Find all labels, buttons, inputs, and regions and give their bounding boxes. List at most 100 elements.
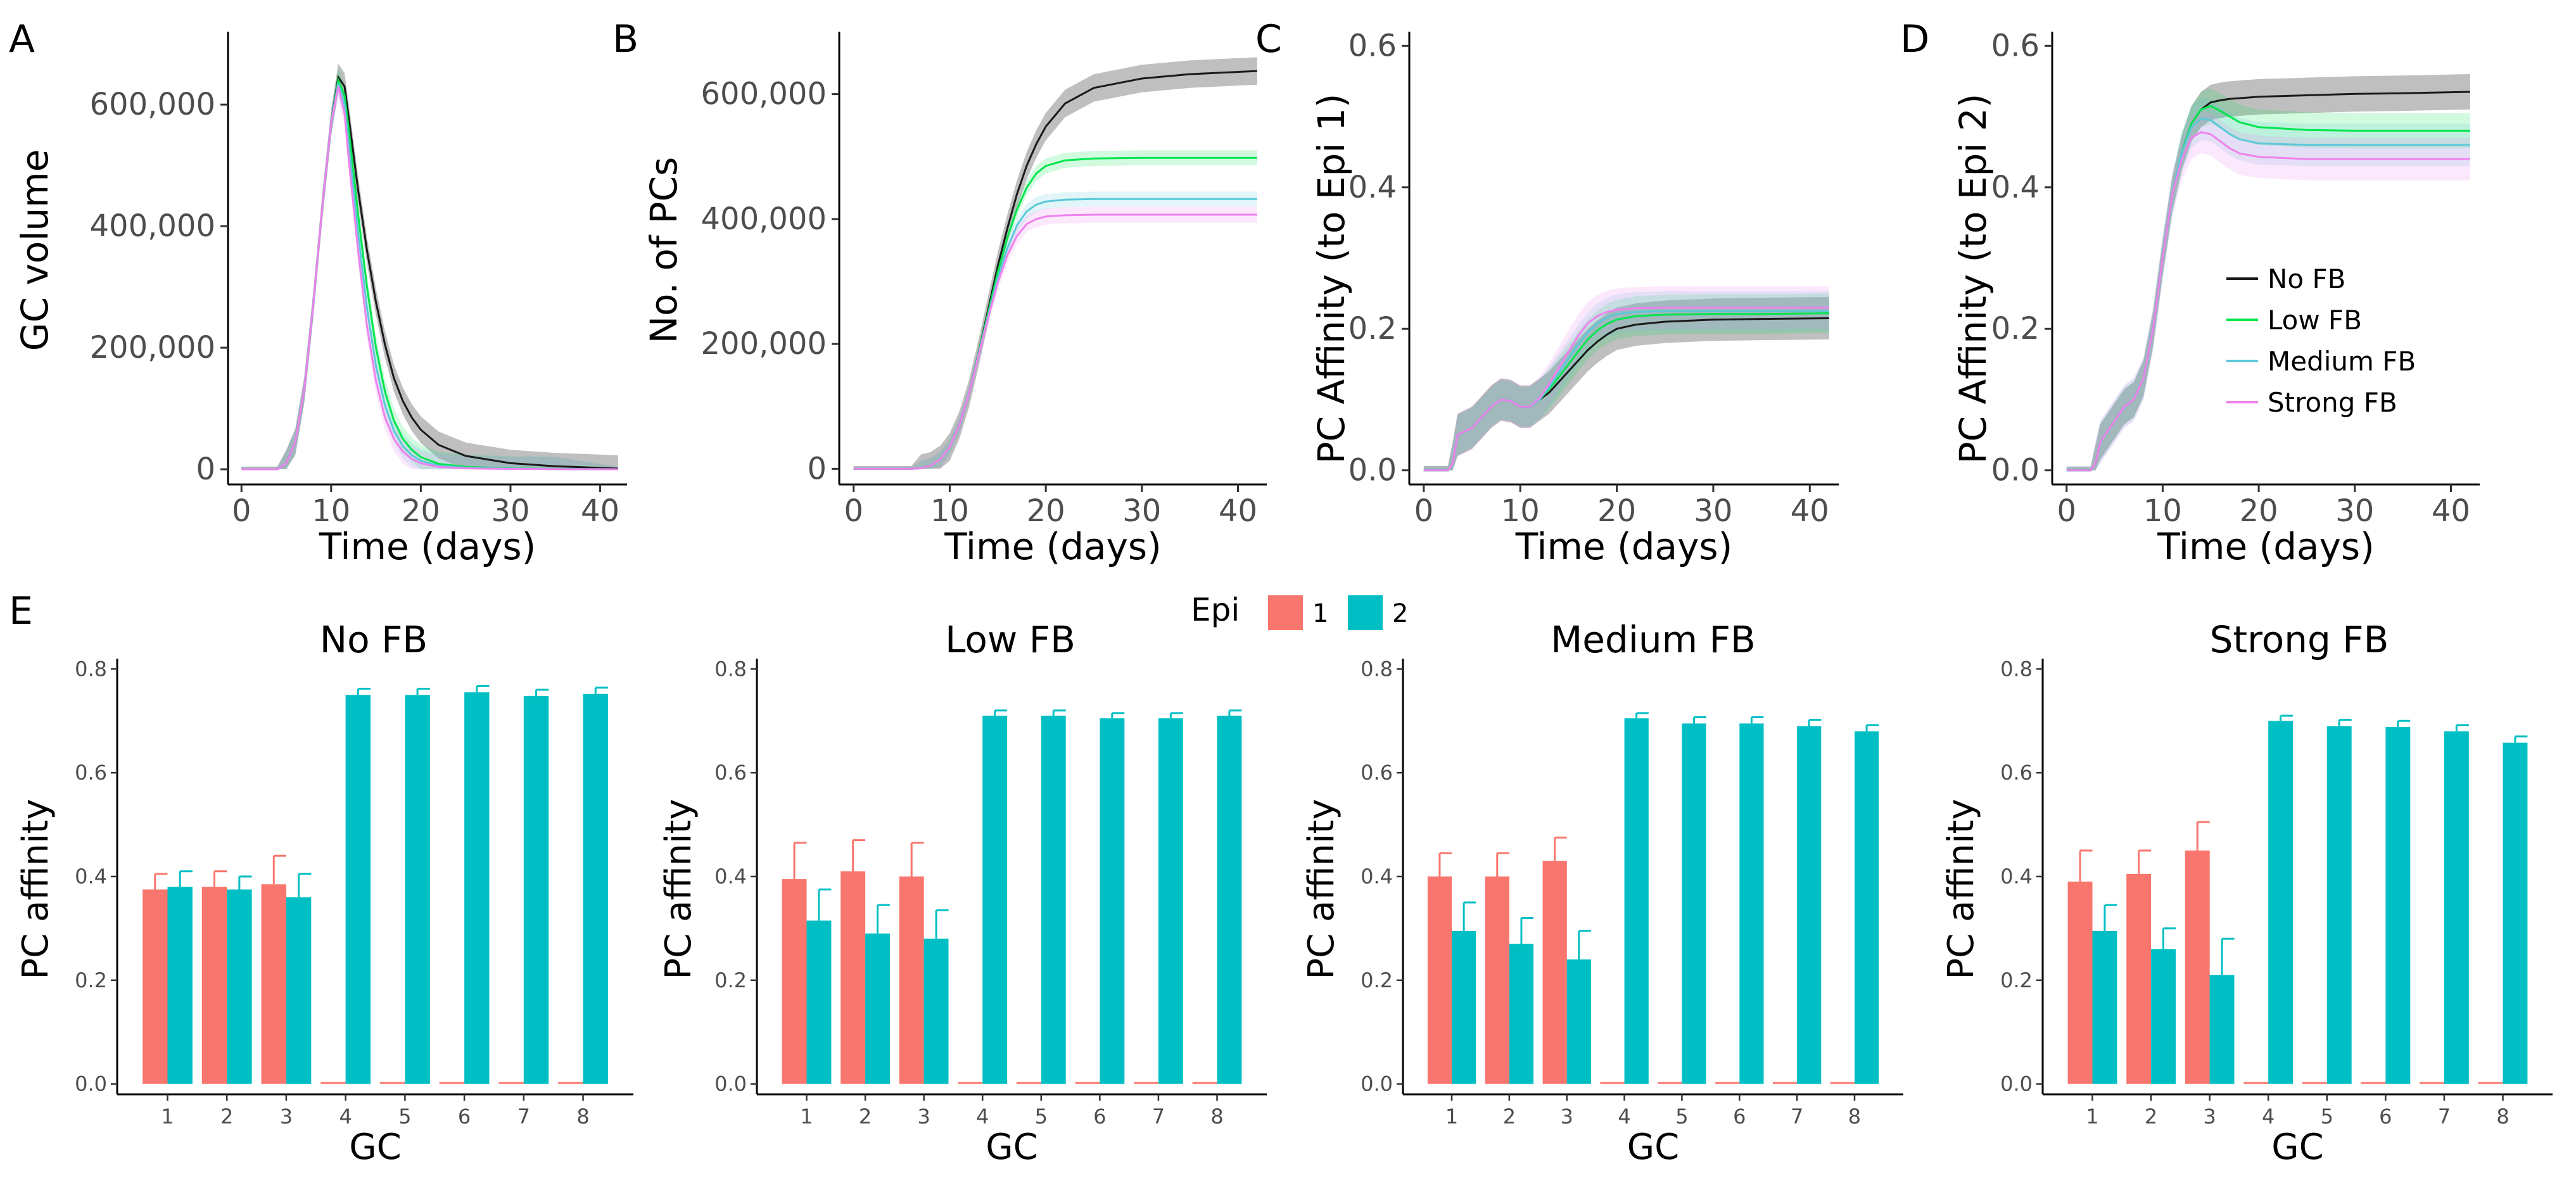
y-tick-label: 0: [807, 451, 827, 486]
bar-epi2-gc7: [1797, 726, 1822, 1084]
bar-epi1-gc8: [2478, 1082, 2503, 1084]
x-tick-label: 5: [1675, 1104, 1688, 1129]
series-line-strong-fb: [1423, 307, 1829, 472]
bar-epi1-gc7: [2420, 1082, 2444, 1084]
x-tick-label: 0: [232, 493, 251, 529]
x-axis-label: Time (days): [1515, 525, 1733, 568]
y-tick-label: 0.4: [1991, 170, 2040, 205]
x-tick-label: 4: [2262, 1104, 2275, 1129]
x-tick-label: 10: [2143, 493, 2182, 529]
chart-a-gc-volume: 0 10 20 30 40 0 200,000 400,000 600,000 Time (day…: [13, 32, 627, 568]
y-tick-label: 600,000: [701, 77, 827, 112]
bar-epi1-gc2: [1485, 876, 1509, 1084]
bar-epi1-gc5: [1016, 1082, 1041, 1084]
series-line-medium-fb: [241, 83, 618, 471]
panel-label-b: B: [612, 17, 638, 61]
legend-swatch-epi-2: [1348, 595, 1383, 630]
legend-label-no-fb: No FB: [2268, 263, 2345, 294]
x-axis-label: Time (days): [2157, 525, 2375, 568]
ci-band-low-fb: [241, 68, 618, 470]
y-axis-label: PC affinity: [1301, 799, 1342, 979]
bar-epi2-gc2: [1509, 944, 1534, 1084]
facet-title: Low FB: [945, 618, 1075, 661]
legend-label-low-fb: Low FB: [2268, 305, 2362, 336]
x-tick-label: 2: [220, 1104, 233, 1129]
x-tick-label: 1: [2086, 1104, 2098, 1129]
bar-epi1-gc2: [841, 871, 866, 1084]
y-tick-label: 0.4: [714, 864, 747, 889]
series-line-no-fb: [241, 75, 618, 471]
ci-band-strong-fb: [1423, 286, 1829, 471]
bar-epi2-gc6: [1739, 723, 1764, 1084]
bar-epi2-gc3: [923, 939, 949, 1084]
x-tick-label: 7: [2438, 1104, 2451, 1129]
y-axis-label: PC affinity: [658, 799, 699, 979]
x-tick-label: 3: [280, 1104, 293, 1129]
x-tick-label: 1: [800, 1104, 813, 1129]
facet-title: Medium FB: [1551, 618, 1756, 661]
x-tick-label: 5: [398, 1104, 411, 1129]
ci-band-no-fb: [853, 57, 1257, 469]
y-tick-label: 0.0: [2000, 1072, 2033, 1096]
y-tick-label: 0.0: [1361, 1072, 1393, 1096]
bar-epi1-gc8: [1192, 1082, 1217, 1084]
legend-feedback: No FB Low FB Medium FB Strong FB: [2226, 263, 2416, 418]
panel-label-e: E: [9, 589, 33, 633]
x-axis-label: GC: [2271, 1127, 2324, 1168]
legend-epi-title: Epi: [1191, 592, 1240, 628]
bar-epi2-gc8: [2503, 742, 2528, 1084]
chart-c-affinity-epi1: 0 10 20 30 40 0.0 0.2 0.4 0.6 Time (days) PC Affin…: [1310, 28, 1839, 568]
bar-epi2-gc6: [1100, 718, 1125, 1084]
y-tick-label: 0.2: [1348, 311, 1397, 346]
x-tick-label: 30: [1122, 493, 1161, 529]
x-tick-label: 4: [976, 1104, 989, 1129]
series-line-low-fb: [241, 77, 618, 471]
x-tick-label: 1: [1445, 1104, 1458, 1129]
x-tick-label: 2: [1503, 1104, 1516, 1129]
x-tick-label: 0: [2057, 493, 2076, 529]
x-tick-label: 3: [917, 1104, 930, 1129]
x-tick-label: 6: [1093, 1104, 1106, 1129]
bar-epi2-gc5: [2326, 726, 2352, 1084]
y-tick-label: 0.6: [75, 761, 107, 785]
bar-epi1-gc1: [1427, 876, 1452, 1084]
y-tick-label: 0.0: [714, 1072, 747, 1096]
bar-epi2-gc4: [345, 695, 371, 1084]
bar-epi1-gc2: [2126, 873, 2152, 1084]
bar-epi1-gc8: [558, 1082, 583, 1084]
series-line-strong-fb: [853, 213, 1257, 470]
bar-epi2-gc5: [1041, 716, 1066, 1084]
series-line-no-fb: [853, 70, 1257, 470]
y-tick-label: 200,000: [701, 326, 827, 362]
x-tick-label: 8: [576, 1104, 589, 1129]
x-tick-label: 0: [1414, 493, 1434, 529]
bar-epi2-gc1: [2092, 931, 2117, 1084]
chart-e-low-fb: 1 2 3 4 5 6 7 8 0.0 0.2 0.4 0.6 0.8 Low FB GC PC affini…: [658, 618, 1267, 1168]
x-tick-label: 40: [581, 493, 619, 529]
bar-epi1-gc4: [2243, 1082, 2269, 1084]
x-axis-label: Time (days): [944, 525, 1162, 568]
panel-label-c: C: [1255, 17, 1282, 61]
x-tick-label: 40: [1219, 493, 1257, 529]
ci-band-medium-fb: [853, 191, 1257, 469]
bar-epi1-gc4: [320, 1082, 346, 1084]
bar-epi1-gc5: [380, 1082, 405, 1084]
y-tick-label: 0.8: [75, 657, 107, 681]
bar-epi2-gc5: [1682, 723, 1706, 1084]
facet-title: Strong FB: [2210, 618, 2389, 661]
y-tick-label: 0.4: [1348, 170, 1397, 205]
y-tick-label: 0.6: [1991, 28, 2040, 63]
y-tick-label: 0.6: [714, 761, 747, 785]
x-tick-label: 5: [1035, 1104, 1048, 1129]
y-tick-label: 0.2: [2000, 968, 2033, 992]
y-tick-label: 0.8: [1361, 657, 1393, 681]
x-tick-label: 10: [312, 493, 350, 529]
ci-band-strong-fb: [2066, 111, 2470, 471]
x-tick-label: 40: [2432, 493, 2470, 529]
chart-e-strong-fb: 1 2 3 4 5 6 7 8 0.0 0.2 0.4 0.6 0.8 Strong FB GC PC aff…: [1941, 618, 2553, 1168]
bar-epi1-gc3: [899, 876, 924, 1084]
y-axis-label: PC Affinity (to Epi 1): [1310, 94, 1353, 464]
x-tick-label: 20: [2240, 493, 2278, 529]
y-axis-label: PC Affinity (to Epi 2): [1951, 94, 1995, 464]
